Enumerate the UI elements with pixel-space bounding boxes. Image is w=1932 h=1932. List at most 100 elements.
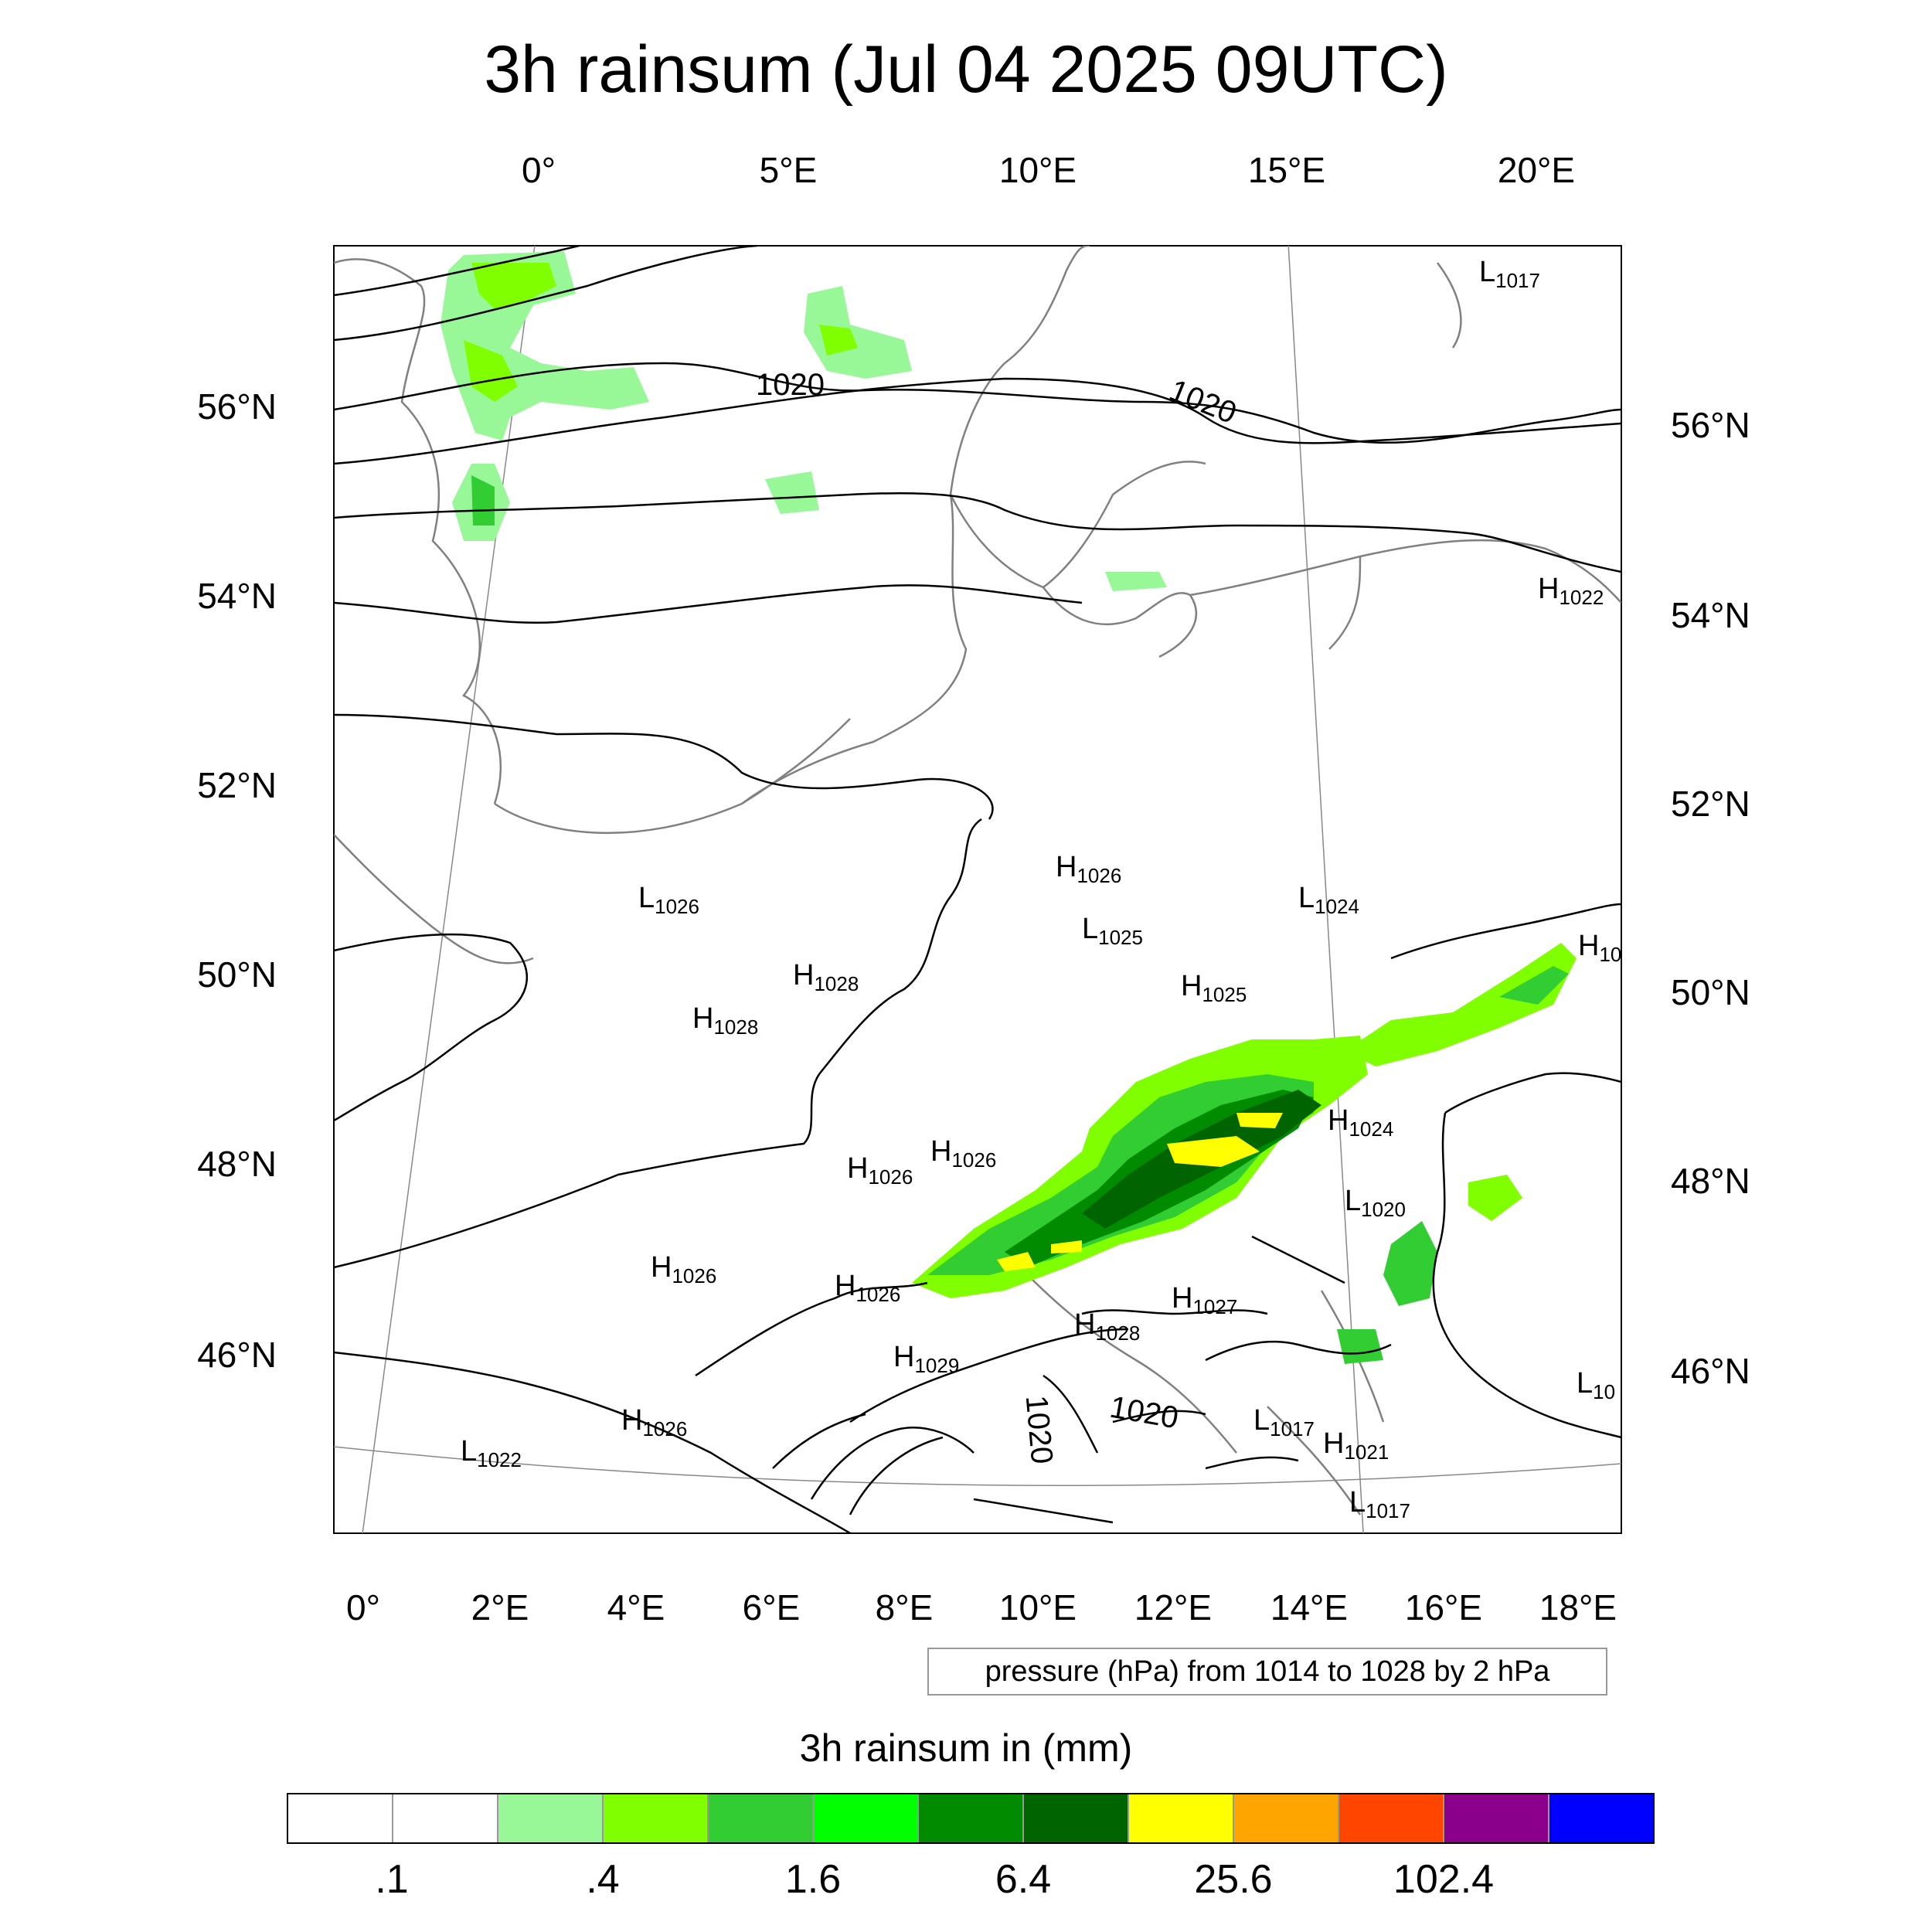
pressure-center-label: H1026 — [847, 1152, 913, 1189]
colorbar-label: 102.4 — [1393, 1857, 1495, 1902]
pressure-center-label: H1028 — [692, 1002, 759, 1039]
pressure-center-label: L1017 — [1479, 256, 1540, 292]
rain-area — [464, 340, 518, 402]
pressure-center-label: L1026 — [638, 882, 699, 918]
colorbar-label: .4 — [586, 1857, 620, 1902]
top-tick-label: 0° — [522, 150, 556, 190]
top-tick-label: 15°E — [1247, 150, 1326, 190]
top-tick-label: 5°E — [759, 150, 818, 190]
pressure-center-label: H1026 — [651, 1251, 717, 1287]
pressure-center-label: H1028 — [1074, 1308, 1141, 1345]
pressure-center-label: H10 — [1578, 930, 1622, 966]
colorbar-swatch — [498, 1794, 604, 1842]
colorbar — [287, 1793, 1655, 1844]
bottom-tick-label: 14°E — [1270, 1587, 1349, 1628]
right-tick-label: 52°N — [1671, 784, 1750, 824]
pressure-center-label: H1025 — [1181, 970, 1247, 1006]
pressure-center-label: H1026 — [930, 1135, 997, 1172]
bottom-tick-label: 10°E — [998, 1587, 1077, 1628]
colorbar-label: 25.6 — [1194, 1857, 1273, 1902]
left-tick-label: 46°N — [197, 1335, 277, 1375]
pressure-center-label: H1024 — [1328, 1104, 1394, 1141]
rain-area — [1499, 966, 1569, 1005]
rain-area — [997, 1252, 1036, 1271]
colorbar-swatch — [604, 1794, 709, 1842]
pressure-center-label: H1022 — [1538, 573, 1604, 609]
right-tick-label: 50°N — [1671, 972, 1750, 1012]
bottom-tick-label: 6°E — [742, 1587, 801, 1628]
rain-area — [471, 475, 495, 526]
colorbar-swatch — [393, 1794, 498, 1842]
pressure-center-label: H1029 — [893, 1341, 960, 1377]
graticule — [334, 246, 1621, 1533]
rain-area — [1345, 943, 1577, 1066]
pressure-center-label: H1026 — [1056, 851, 1122, 887]
pressure-center-label: H1028 — [793, 959, 859, 995]
colorbar-swatch — [288, 1794, 393, 1842]
colorbar-swatch — [814, 1794, 919, 1842]
pressure-center-label: L1025 — [1082, 913, 1143, 949]
bottom-tick-label: 18°E — [1539, 1587, 1617, 1628]
pressure-center-label: L1017 — [1253, 1404, 1315, 1440]
right-tick-label: 56°N — [1671, 405, 1750, 445]
rain-area — [804, 286, 912, 379]
pressure-legend: pressure (hPa) from 1014 to 1028 by 2 hP… — [927, 1648, 1607, 1696]
left-tick-label: 54°N — [197, 576, 277, 616]
rain-shading — [440, 251, 1577, 1364]
top-tick-label: 10°E — [998, 150, 1077, 190]
pressure-center-label: L1020 — [1345, 1185, 1406, 1221]
colorbar-swatch — [919, 1794, 1024, 1842]
right-tick-label: 54°N — [1671, 595, 1750, 635]
top-tick-label: 20°E — [1497, 150, 1576, 190]
pressure-center-label: L1024 — [1298, 882, 1359, 918]
right-tick-label: 46°N — [1671, 1351, 1750, 1391]
colorbar-label: 6.4 — [995, 1857, 1052, 1902]
map-content — [334, 246, 1621, 1533]
colorbar-label: .1 — [375, 1857, 409, 1902]
rain-area — [819, 325, 858, 355]
colorbar-swatch — [1339, 1794, 1444, 1842]
left-tick-label: 56°N — [197, 386, 277, 427]
colorbar-swatch — [709, 1794, 814, 1842]
rain-area — [1236, 1113, 1283, 1128]
pressure-center-label: L10 — [1577, 1367, 1616, 1403]
map-frame — [333, 245, 1622, 1534]
bottom-tick-label: 8°E — [875, 1587, 934, 1628]
colorbar-swatch — [1024, 1794, 1129, 1842]
colorbar-swatch — [1444, 1794, 1549, 1842]
pressure-center-label: L1022 — [461, 1435, 522, 1471]
rain-area — [1105, 572, 1167, 591]
rain-area — [1383, 1221, 1437, 1306]
left-tick-label: 52°N — [197, 765, 277, 805]
colorbar-title: 3h rainsum in (mm) — [799, 1726, 1133, 1770]
rain-area — [1337, 1329, 1383, 1364]
bottom-tick-label: 4°E — [607, 1587, 665, 1628]
contour-label: 1020 — [756, 368, 825, 402]
pressure-center-label: H1026 — [621, 1404, 688, 1440]
pressure-center-label: H1021 — [1323, 1427, 1389, 1464]
bottom-tick-label: 2°E — [471, 1587, 529, 1628]
chart-title: 3h rainsum (Jul 04 2025 09UTC) — [484, 32, 1448, 107]
colorbar-swatch — [1549, 1794, 1653, 1842]
left-tick-label: 50°N — [197, 954, 277, 995]
contour-label: 1020 — [1019, 1393, 1060, 1466]
right-tick-label: 48°N — [1671, 1161, 1750, 1201]
bottom-tick-label: 12°E — [1134, 1587, 1213, 1628]
pressure-center-label: L1017 — [1349, 1486, 1410, 1522]
colorbar-swatch — [1129, 1794, 1234, 1842]
bottom-tick-label: 0° — [346, 1587, 380, 1628]
rain-area — [1051, 1240, 1082, 1253]
pressure-center-label: H1027 — [1172, 1282, 1238, 1318]
rain-area — [471, 263, 556, 309]
pressure-contours — [334, 246, 1621, 1533]
rain-area — [1167, 1136, 1260, 1167]
coastlines — [334, 246, 1621, 1515]
colorbar-label: 1.6 — [784, 1857, 842, 1902]
rain-area — [765, 471, 819, 514]
colorbar-swatch — [1234, 1794, 1339, 1842]
left-tick-label: 48°N — [197, 1144, 277, 1184]
bottom-tick-label: 16°E — [1404, 1587, 1483, 1628]
pressure-center-label: H1026 — [835, 1270, 901, 1306]
rain-area — [1468, 1175, 1522, 1221]
